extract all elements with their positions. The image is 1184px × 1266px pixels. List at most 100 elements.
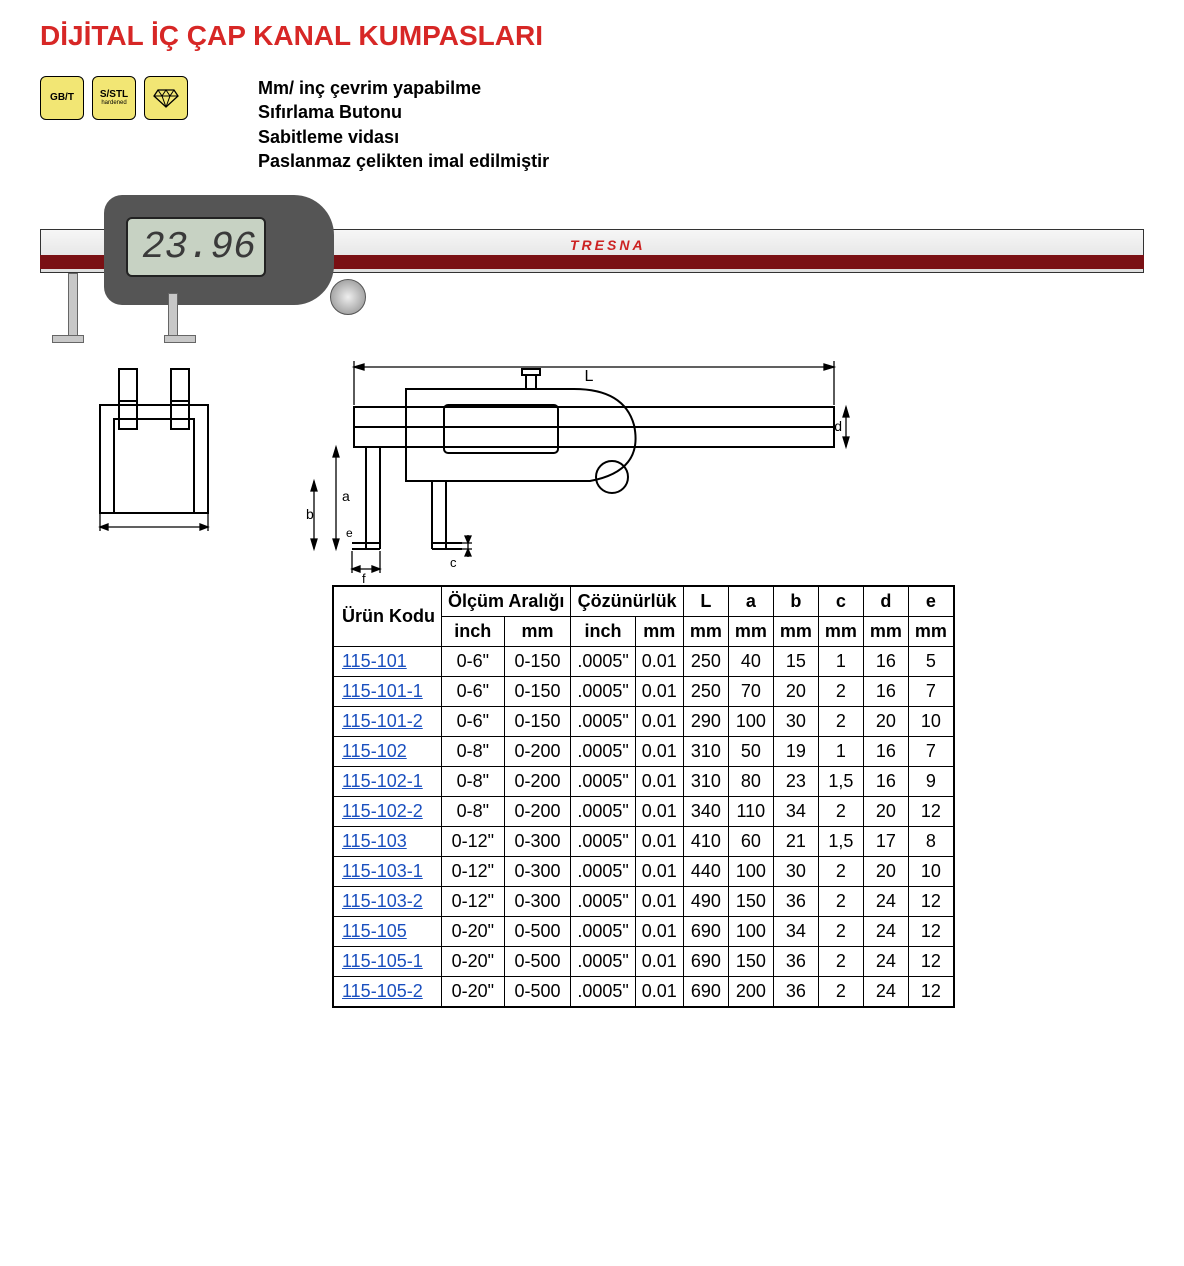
cell-value: 70 xyxy=(728,677,773,707)
cell-value: 0-12" xyxy=(441,857,504,887)
cell-value: 20 xyxy=(773,677,818,707)
cell-value: 690 xyxy=(683,917,728,947)
cell-code[interactable]: 115-102-2 xyxy=(333,797,441,827)
cell-value: 0-6" xyxy=(441,647,504,677)
cell-value: 24 xyxy=(863,887,908,917)
cell-code[interactable]: 115-101-1 xyxy=(333,677,441,707)
badge-label: S/STL xyxy=(100,90,128,100)
product-code-link[interactable]: 115-102-1 xyxy=(342,771,423,791)
cell-value: .0005" xyxy=(571,917,635,947)
cell-code[interactable]: 115-103 xyxy=(333,827,441,857)
cell-value: 50 xyxy=(728,737,773,767)
cell-value: 0.01 xyxy=(635,917,683,947)
cell-value: 12 xyxy=(908,917,954,947)
th-unit: mm xyxy=(908,617,954,647)
cell-code[interactable]: 115-101-2 xyxy=(333,707,441,737)
cell-code[interactable]: 115-101 xyxy=(333,647,441,677)
feature-item: Sıfırlama Butonu xyxy=(258,100,549,124)
cell-value: 16 xyxy=(863,767,908,797)
product-code-link[interactable]: 115-105 xyxy=(342,921,407,941)
product-code-link[interactable]: 115-103 xyxy=(342,831,407,851)
cell-value: 0-12" xyxy=(441,827,504,857)
cell-value: 7 xyxy=(908,737,954,767)
product-code-link[interactable]: 115-102 xyxy=(342,741,407,761)
cell-value: .0005" xyxy=(571,707,635,737)
badge-gbt: GB/T xyxy=(40,76,84,120)
cell-value: 10 xyxy=(908,707,954,737)
product-code-link[interactable]: 115-102-2 xyxy=(342,801,423,821)
cell-value: 0.01 xyxy=(635,887,683,917)
spec-table-wrap: Ürün Kodu Ölçüm Aralığı Çözünürlük L a b… xyxy=(332,585,1144,1008)
badge-row: GB/T S/STL hardened xyxy=(40,76,188,120)
feature-item: Sabitleme vidası xyxy=(258,125,549,149)
cell-value: 1,5 xyxy=(818,767,863,797)
cell-value: 0-20" xyxy=(441,977,504,1008)
cell-value: 0-150 xyxy=(504,647,571,677)
product-code-link[interactable]: 115-101 xyxy=(342,651,407,671)
cell-code[interactable]: 115-103-1 xyxy=(333,857,441,887)
cell-code[interactable]: 115-103-2 xyxy=(333,887,441,917)
cell-value: 0-20" xyxy=(441,947,504,977)
product-code-link[interactable]: 115-105-2 xyxy=(342,981,423,1001)
cell-value: 40 xyxy=(728,647,773,677)
th-unit: mm xyxy=(863,617,908,647)
table-row: 115-101-10-6"0-150.0005"0.0125070202167 xyxy=(333,677,954,707)
feature-item: Paslanmaz çelikten imal edilmiştir xyxy=(258,149,549,173)
cell-value: 0-300 xyxy=(504,857,571,887)
cell-value: 100 xyxy=(728,707,773,737)
product-code-link[interactable]: 115-105-1 xyxy=(342,951,423,971)
cell-value: 690 xyxy=(683,947,728,977)
badge-diamond xyxy=(144,76,188,120)
cell-value: 0-300 xyxy=(504,827,571,857)
th-unit: inch xyxy=(571,617,635,647)
cell-value: 2 xyxy=(818,887,863,917)
cell-value: 0.01 xyxy=(635,767,683,797)
product-code-link[interactable]: 115-101-1 xyxy=(342,681,423,701)
cell-value: 0-8" xyxy=(441,767,504,797)
cell-value: 36 xyxy=(773,977,818,1008)
cell-value: 10 xyxy=(908,857,954,887)
th-a: a xyxy=(728,586,773,617)
cell-value: .0005" xyxy=(571,647,635,677)
cell-value: 0-20" xyxy=(441,917,504,947)
th-unit: inch xyxy=(441,617,504,647)
th-b: b xyxy=(773,586,818,617)
cell-value: 21 xyxy=(773,827,818,857)
cell-value: 2 xyxy=(818,977,863,1008)
cell-value: 2 xyxy=(818,797,863,827)
cell-value: 440 xyxy=(683,857,728,887)
cell-code[interactable]: 115-102 xyxy=(333,737,441,767)
cell-code[interactable]: 115-105-2 xyxy=(333,977,441,1008)
cell-value: 12 xyxy=(908,887,954,917)
dim-d-label: d xyxy=(834,418,842,434)
cell-value: 20 xyxy=(863,707,908,737)
th-unit: mm xyxy=(728,617,773,647)
cell-value: 150 xyxy=(728,947,773,977)
cell-code[interactable]: 115-102-1 xyxy=(333,767,441,797)
product-code-link[interactable]: 115-103-2 xyxy=(342,891,423,911)
cell-value: 0.01 xyxy=(635,797,683,827)
cell-code[interactable]: 115-105-1 xyxy=(333,947,441,977)
cell-value: 690 xyxy=(683,977,728,1008)
th-range: Ölçüm Aralığı xyxy=(441,586,570,617)
cell-value: 0-8" xyxy=(441,737,504,767)
cell-value: 150 xyxy=(728,887,773,917)
cell-value: 34 xyxy=(773,797,818,827)
cell-value: 0-200 xyxy=(504,737,571,767)
cell-value: 24 xyxy=(863,977,908,1008)
cell-value: 1 xyxy=(818,647,863,677)
cell-value: 15 xyxy=(773,647,818,677)
cell-value: 310 xyxy=(683,767,728,797)
product-code-link[interactable]: 115-103-1 xyxy=(342,861,423,881)
caliper-display: 23.96 xyxy=(126,217,266,277)
cell-code[interactable]: 115-105 xyxy=(333,917,441,947)
table-row: 115-1020-8"0-200.0005"0.0131050191167 xyxy=(333,737,954,767)
th-unit: mm xyxy=(635,617,683,647)
badge-sstl: S/STL hardened xyxy=(92,76,136,120)
th-d: d xyxy=(863,586,908,617)
cell-value: 0-8" xyxy=(441,797,504,827)
product-code-link[interactable]: 115-101-2 xyxy=(342,711,423,731)
dim-a-label: a xyxy=(342,488,350,504)
cell-value: 80 xyxy=(728,767,773,797)
cell-value: 0.01 xyxy=(635,827,683,857)
